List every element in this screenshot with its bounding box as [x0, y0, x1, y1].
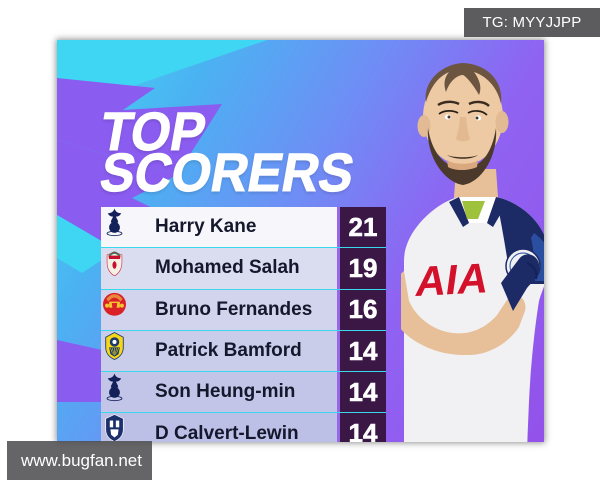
svg-text:AIA: AIA — [413, 254, 489, 305]
